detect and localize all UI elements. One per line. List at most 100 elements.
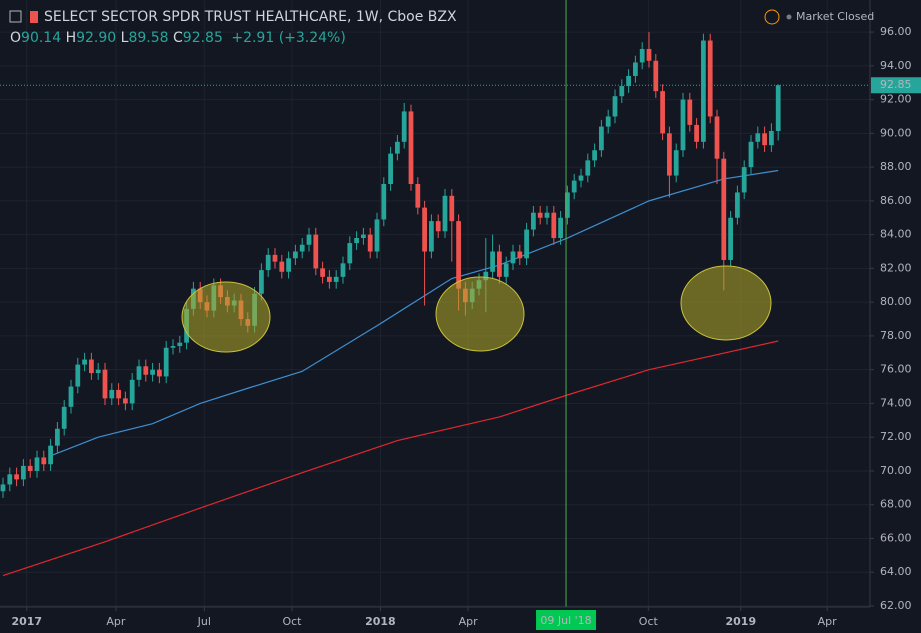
candle-body (34, 457, 40, 471)
candle-body (401, 111, 407, 142)
candle-body (667, 133, 672, 176)
candle-body (61, 406, 67, 429)
candle-body (333, 276, 339, 282)
candle-body (551, 212, 557, 239)
candle-body (48, 445, 53, 465)
candle-body (565, 192, 570, 218)
candle-body (673, 150, 679, 176)
candle-body (89, 359, 94, 374)
candle-body (279, 261, 285, 272)
highlight-ellipse (181, 281, 271, 353)
y-tick-label: 78.00 (880, 329, 912, 342)
candle-body (123, 398, 128, 404)
candle-body (694, 124, 699, 142)
candle-body (748, 141, 754, 168)
candle-body (7, 474, 13, 485)
candle-body (741, 167, 747, 193)
moving-average-line (2, 340, 779, 577)
candle-body (626, 75, 631, 87)
candle-body (619, 86, 625, 97)
candle-body (157, 369, 162, 377)
candle-body (163, 347, 169, 377)
x-tick-label: Apr (818, 615, 838, 628)
candle-body (687, 99, 693, 125)
axes: 62.00 64.00 66.00 68.00 70.00 72.00 74.00 76.00… (11, 25, 921, 630)
y-tick-label: 94.00 (880, 59, 912, 72)
candle-body (612, 96, 618, 117)
candle-body (259, 270, 264, 294)
x-tick-label: Oct (639, 615, 659, 628)
candle-body (408, 111, 414, 184)
ohlc-value: 90.14 (21, 30, 61, 46)
candle-body (347, 243, 353, 264)
candle-body (136, 366, 142, 380)
candle-body (585, 160, 591, 176)
candle-body (150, 369, 155, 375)
time-axis-bg (0, 607, 921, 633)
y-tick-label: 68.00 (880, 498, 912, 511)
x-tick-label: 2019 (725, 615, 756, 628)
ohlc-label: O (10, 30, 21, 46)
candle-body (544, 212, 550, 218)
candle-body (361, 234, 366, 239)
overlay (0, 0, 870, 607)
candle-body (313, 234, 319, 269)
y-tick-label: 64.00 (880, 565, 912, 578)
y-tick-label: 76.00 (880, 363, 912, 376)
candle-body (381, 183, 387, 220)
last-price-label: 92.85 (880, 78, 912, 91)
candle-body (327, 276, 332, 282)
candle-body (21, 465, 26, 480)
status-icon[interactable] (764, 9, 780, 25)
candle-body (769, 130, 774, 146)
candle-body (95, 369, 101, 374)
candle-body (497, 251, 502, 277)
x-tick-label: 2018 (365, 615, 396, 628)
x-tick-label: Apr (106, 615, 126, 628)
candle-body (109, 389, 115, 399)
candle-body (82, 359, 87, 365)
candle-body (721, 158, 727, 260)
y-tick-label: 70.00 (880, 464, 912, 477)
candle-body (41, 457, 47, 465)
x-tick-label: 2017 (11, 615, 42, 628)
candle-body (374, 219, 380, 252)
candle-body (0, 484, 6, 492)
highlight-ellipse (435, 276, 525, 352)
candle-body (599, 126, 604, 151)
candle-body (116, 389, 121, 399)
ohlc-value: 92.90 (76, 30, 116, 46)
y-tick-label: 62.00 (880, 599, 912, 612)
candle-body (129, 379, 135, 404)
candle-body (775, 85, 781, 131)
candle-body (531, 212, 536, 230)
candle-body (571, 180, 577, 193)
candle-body (639, 48, 645, 63)
candle-body (605, 116, 611, 127)
ohlc-line: O90.14 H92.90 L89.58 C92.85 +2.91 (+3.24… (10, 30, 346, 46)
candle-body (422, 207, 427, 252)
candle-body (762, 133, 767, 146)
market-status: Market Closed (796, 10, 874, 23)
candle-body (707, 40, 713, 117)
x-tick-label: Oct (282, 615, 302, 628)
candle-body (449, 195, 455, 222)
candle-body (633, 62, 638, 76)
crosshair-label: 09 Jul '18 (540, 614, 591, 627)
icon[interactable] (9, 10, 22, 23)
candle-body (483, 271, 489, 281)
candle-body (170, 346, 176, 348)
ohlc-value: 92.85 (183, 30, 223, 46)
candle-body (55, 428, 60, 446)
y-tick-label: 66.00 (880, 531, 912, 544)
candle-body (701, 40, 706, 142)
candle-body (435, 221, 441, 232)
candle-body (728, 217, 733, 260)
candle-body (68, 386, 74, 407)
candle-body (286, 258, 291, 272)
candle-body (537, 212, 543, 218)
candle-body (354, 238, 359, 244)
moving-average-line (50, 169, 779, 457)
candle-body (714, 116, 720, 159)
chart-title: SELECT SECTOR SPDR TRUST HEALTHCARE, 1W,… (44, 9, 457, 25)
